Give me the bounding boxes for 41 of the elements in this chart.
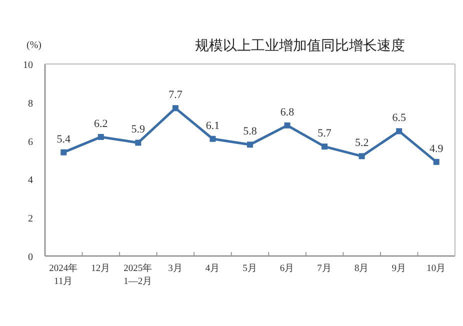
data-label: 6.2	[94, 118, 108, 130]
y-tick-label: 2	[28, 214, 33, 225]
data-label: 6.1	[206, 120, 220, 132]
y-tick-label: 10	[23, 60, 33, 71]
point	[284, 122, 290, 128]
x-tick-label: 4月	[205, 263, 220, 274]
point	[247, 142, 253, 148]
data-label: 5.2	[354, 137, 369, 150]
point	[396, 128, 402, 134]
data-label: 4.9	[429, 142, 444, 155]
point	[60, 149, 67, 156]
data-label: 5.9	[131, 124, 146, 136]
data-label: 5.7	[318, 128, 332, 140]
point	[322, 144, 328, 150]
x-tick-label: 7月	[317, 263, 332, 274]
data-label: 6.5	[392, 112, 406, 124]
data-label: 5.4	[56, 133, 72, 146]
y-tick-label: 4	[28, 175, 33, 186]
x-tick-label: 2024年 11月	[49, 262, 78, 287]
x-tick-label: 6月	[280, 263, 295, 274]
x-tick-label: 10月	[426, 263, 446, 274]
y-tick-label: 0	[28, 252, 33, 263]
point	[172, 105, 178, 112]
y-axis-title: (%)	[26, 40, 42, 51]
x-tick-label: 2025年 1—2月	[124, 262, 153, 287]
point	[98, 134, 104, 140]
x-tick-label: 5月	[242, 263, 258, 274]
data-label: 6.8	[280, 106, 295, 118]
x-tick-label: 8月	[354, 263, 370, 274]
x-tick-label: 9月	[392, 263, 406, 274]
point	[135, 140, 142, 146]
x-tick-label: 3月	[168, 263, 183, 274]
point	[210, 136, 216, 142]
point	[358, 153, 365, 160]
x-tick-label: 12月	[91, 263, 111, 274]
point	[433, 158, 440, 165]
data-label: 5.8	[243, 126, 258, 138]
y-tick-label: 8	[28, 98, 33, 110]
data-label: 7.7	[168, 89, 183, 102]
chart-title: 规模以上工业增加值同比增长速度	[195, 38, 405, 54]
y-tick-label: 6	[28, 136, 33, 148]
